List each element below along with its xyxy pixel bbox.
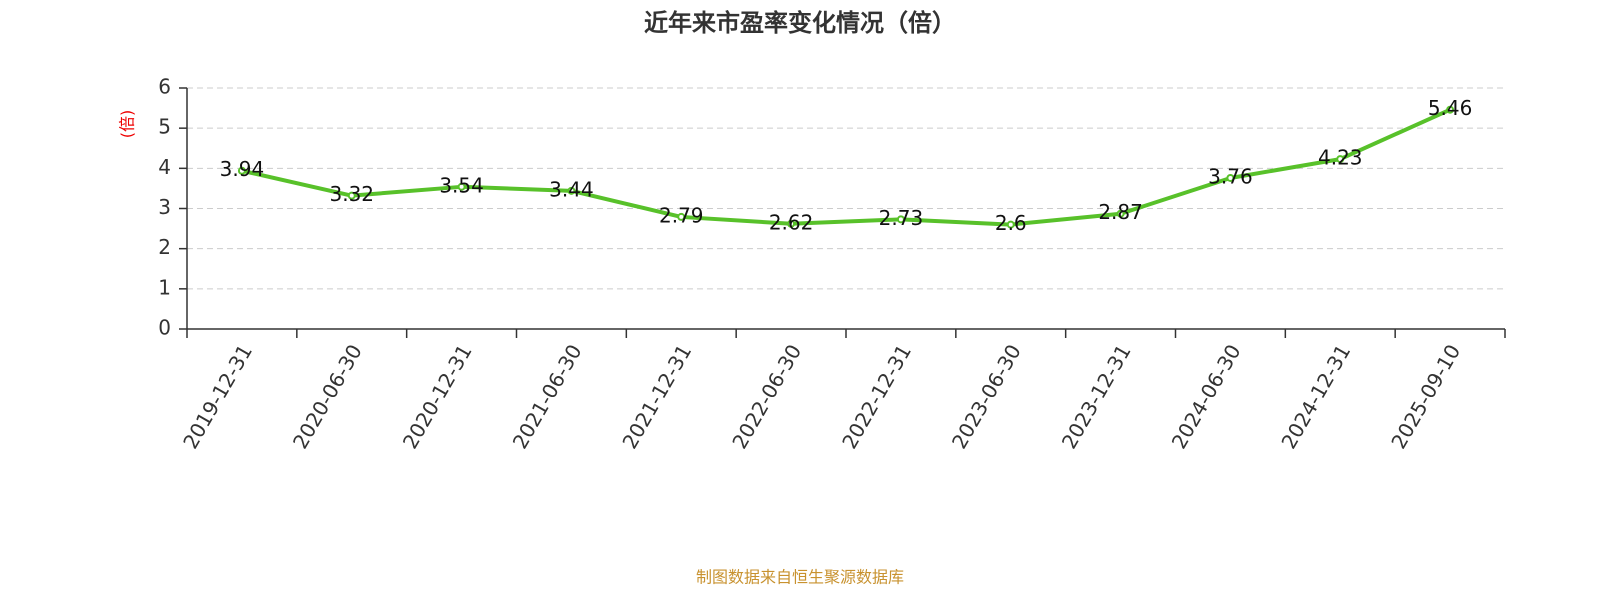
y-axis-label: (倍) [118, 110, 137, 139]
point [1446, 105, 1455, 114]
x-tick-label: 2025-09-10 [1386, 340, 1465, 453]
x-tick-label: 2020-12-31 [398, 340, 477, 453]
x-tick-label: 2024-12-31 [1276, 340, 1355, 453]
data-label: 2.73 [879, 206, 924, 230]
data-label: 3.94 [220, 157, 265, 181]
x-tick-label: 2023-12-31 [1057, 340, 1136, 453]
point [1226, 173, 1235, 182]
line-series [241, 107, 1451, 227]
y-tick-label: 4 [158, 155, 171, 179]
data-label: 2.62 [769, 210, 814, 234]
point [787, 219, 796, 228]
y-tick-label: 0 [158, 316, 171, 340]
y-tick-label: 5 [158, 115, 171, 139]
data-label: 3.54 [439, 173, 484, 197]
y-tick-label: 3 [158, 195, 171, 219]
point [677, 212, 686, 221]
data-label: 3.76 [1208, 164, 1253, 188]
point [457, 182, 466, 191]
data-label: 3.44 [549, 177, 594, 201]
x-tick-label: 2019-12-31 [178, 340, 257, 453]
x-tick-label: 2021-12-31 [617, 340, 696, 453]
data-label: 3.32 [329, 182, 374, 206]
chart-title: 近年来市盈率变化情况（倍） [644, 9, 956, 37]
y-tick-label: 6 [158, 75, 171, 99]
data-label: 5.46 [1428, 96, 1473, 120]
x-tick-label: 2021-06-30 [508, 340, 587, 453]
point [1336, 155, 1345, 164]
source-note: 制图数据来自恒生聚源数据库 [696, 568, 904, 587]
data-label: 4.23 [1318, 146, 1363, 170]
data-label: 2.6 [995, 211, 1027, 235]
y-tick-label: 1 [158, 275, 171, 299]
data-label: 2.87 [1098, 200, 1143, 224]
point [567, 186, 576, 195]
data-label: 2.79 [659, 203, 704, 227]
x-tick-label: 2022-12-31 [837, 340, 916, 453]
point [896, 215, 905, 224]
x-tick-label: 2022-06-30 [727, 340, 806, 453]
point [1116, 209, 1125, 218]
x-tick-label: 2020-06-30 [288, 340, 367, 453]
point [347, 191, 356, 200]
y-tick-label: 2 [158, 235, 171, 259]
x-tick-label: 2024-06-30 [1167, 340, 1246, 453]
point [1006, 220, 1015, 229]
x-tick-label: 2023-06-30 [947, 340, 1026, 453]
point [237, 166, 246, 175]
